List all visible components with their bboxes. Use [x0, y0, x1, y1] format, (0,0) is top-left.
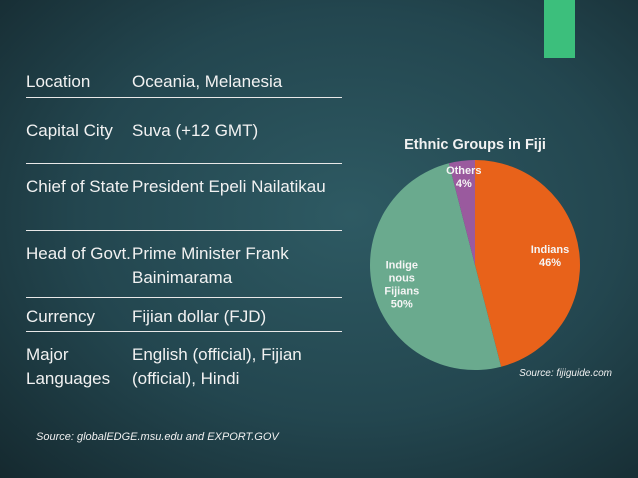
source: Source: globalEDGE.msu.edu and EXPORT.GO… — [36, 431, 279, 443]
table-row: Location Oceania, Melanesia — [26, 70, 342, 94]
rule — [26, 163, 342, 164]
table-row: Capital City Suva (+12 GMT) — [26, 119, 342, 143]
cell: Oceania, Melanesia — [132, 72, 283, 91]
slice-value-label: 50% — [391, 298, 413, 310]
pie-slice — [370, 163, 502, 370]
cell: Capital City — [26, 121, 113, 140]
slice-value-label: 4% — [456, 178, 472, 190]
slice-label: Indians — [531, 244, 570, 256]
table-row: Currency Fijian dollar (FJD) — [26, 305, 342, 329]
cell: Fijian dollar (FJD) — [132, 307, 267, 326]
cell: Suva (+12 GMT) — [132, 121, 259, 140]
cell: Head of Govt. — [26, 244, 131, 263]
rule — [26, 297, 342, 298]
cell: Currency — [26, 307, 95, 326]
slice-label: Indige nous Fijians — [384, 259, 419, 297]
cell: Chief of State — [26, 177, 130, 196]
chart-title: Ethnic Groups in Fiji — [404, 137, 546, 153]
accent-bar — [544, 0, 575, 58]
cell: Location — [26, 72, 91, 91]
slice-label: Others — [446, 165, 481, 177]
pie-slice — [448, 160, 475, 265]
slice-value-label: 46% — [539, 257, 561, 269]
rule — [26, 97, 342, 98]
rule — [26, 331, 342, 332]
table-row: Chief of State President Epeli Nailatikau — [26, 175, 342, 199]
table-row: Head of Govt. Prime Minister Frank Bainim… — [26, 242, 342, 290]
table-row: Major Languages English (official), Fijia… — [26, 343, 342, 391]
cell: English (official), Fijian (official), H… — [132, 345, 302, 388]
chart-source: Source: fijiguide.com — [519, 368, 612, 379]
rule — [26, 230, 342, 231]
cell: President Epeli Nailatikau — [132, 177, 326, 196]
cell: Prime Minister Frank Bainimarama — [132, 244, 289, 287]
cell: Major Languages — [26, 345, 111, 388]
pie-slice — [475, 160, 580, 367]
